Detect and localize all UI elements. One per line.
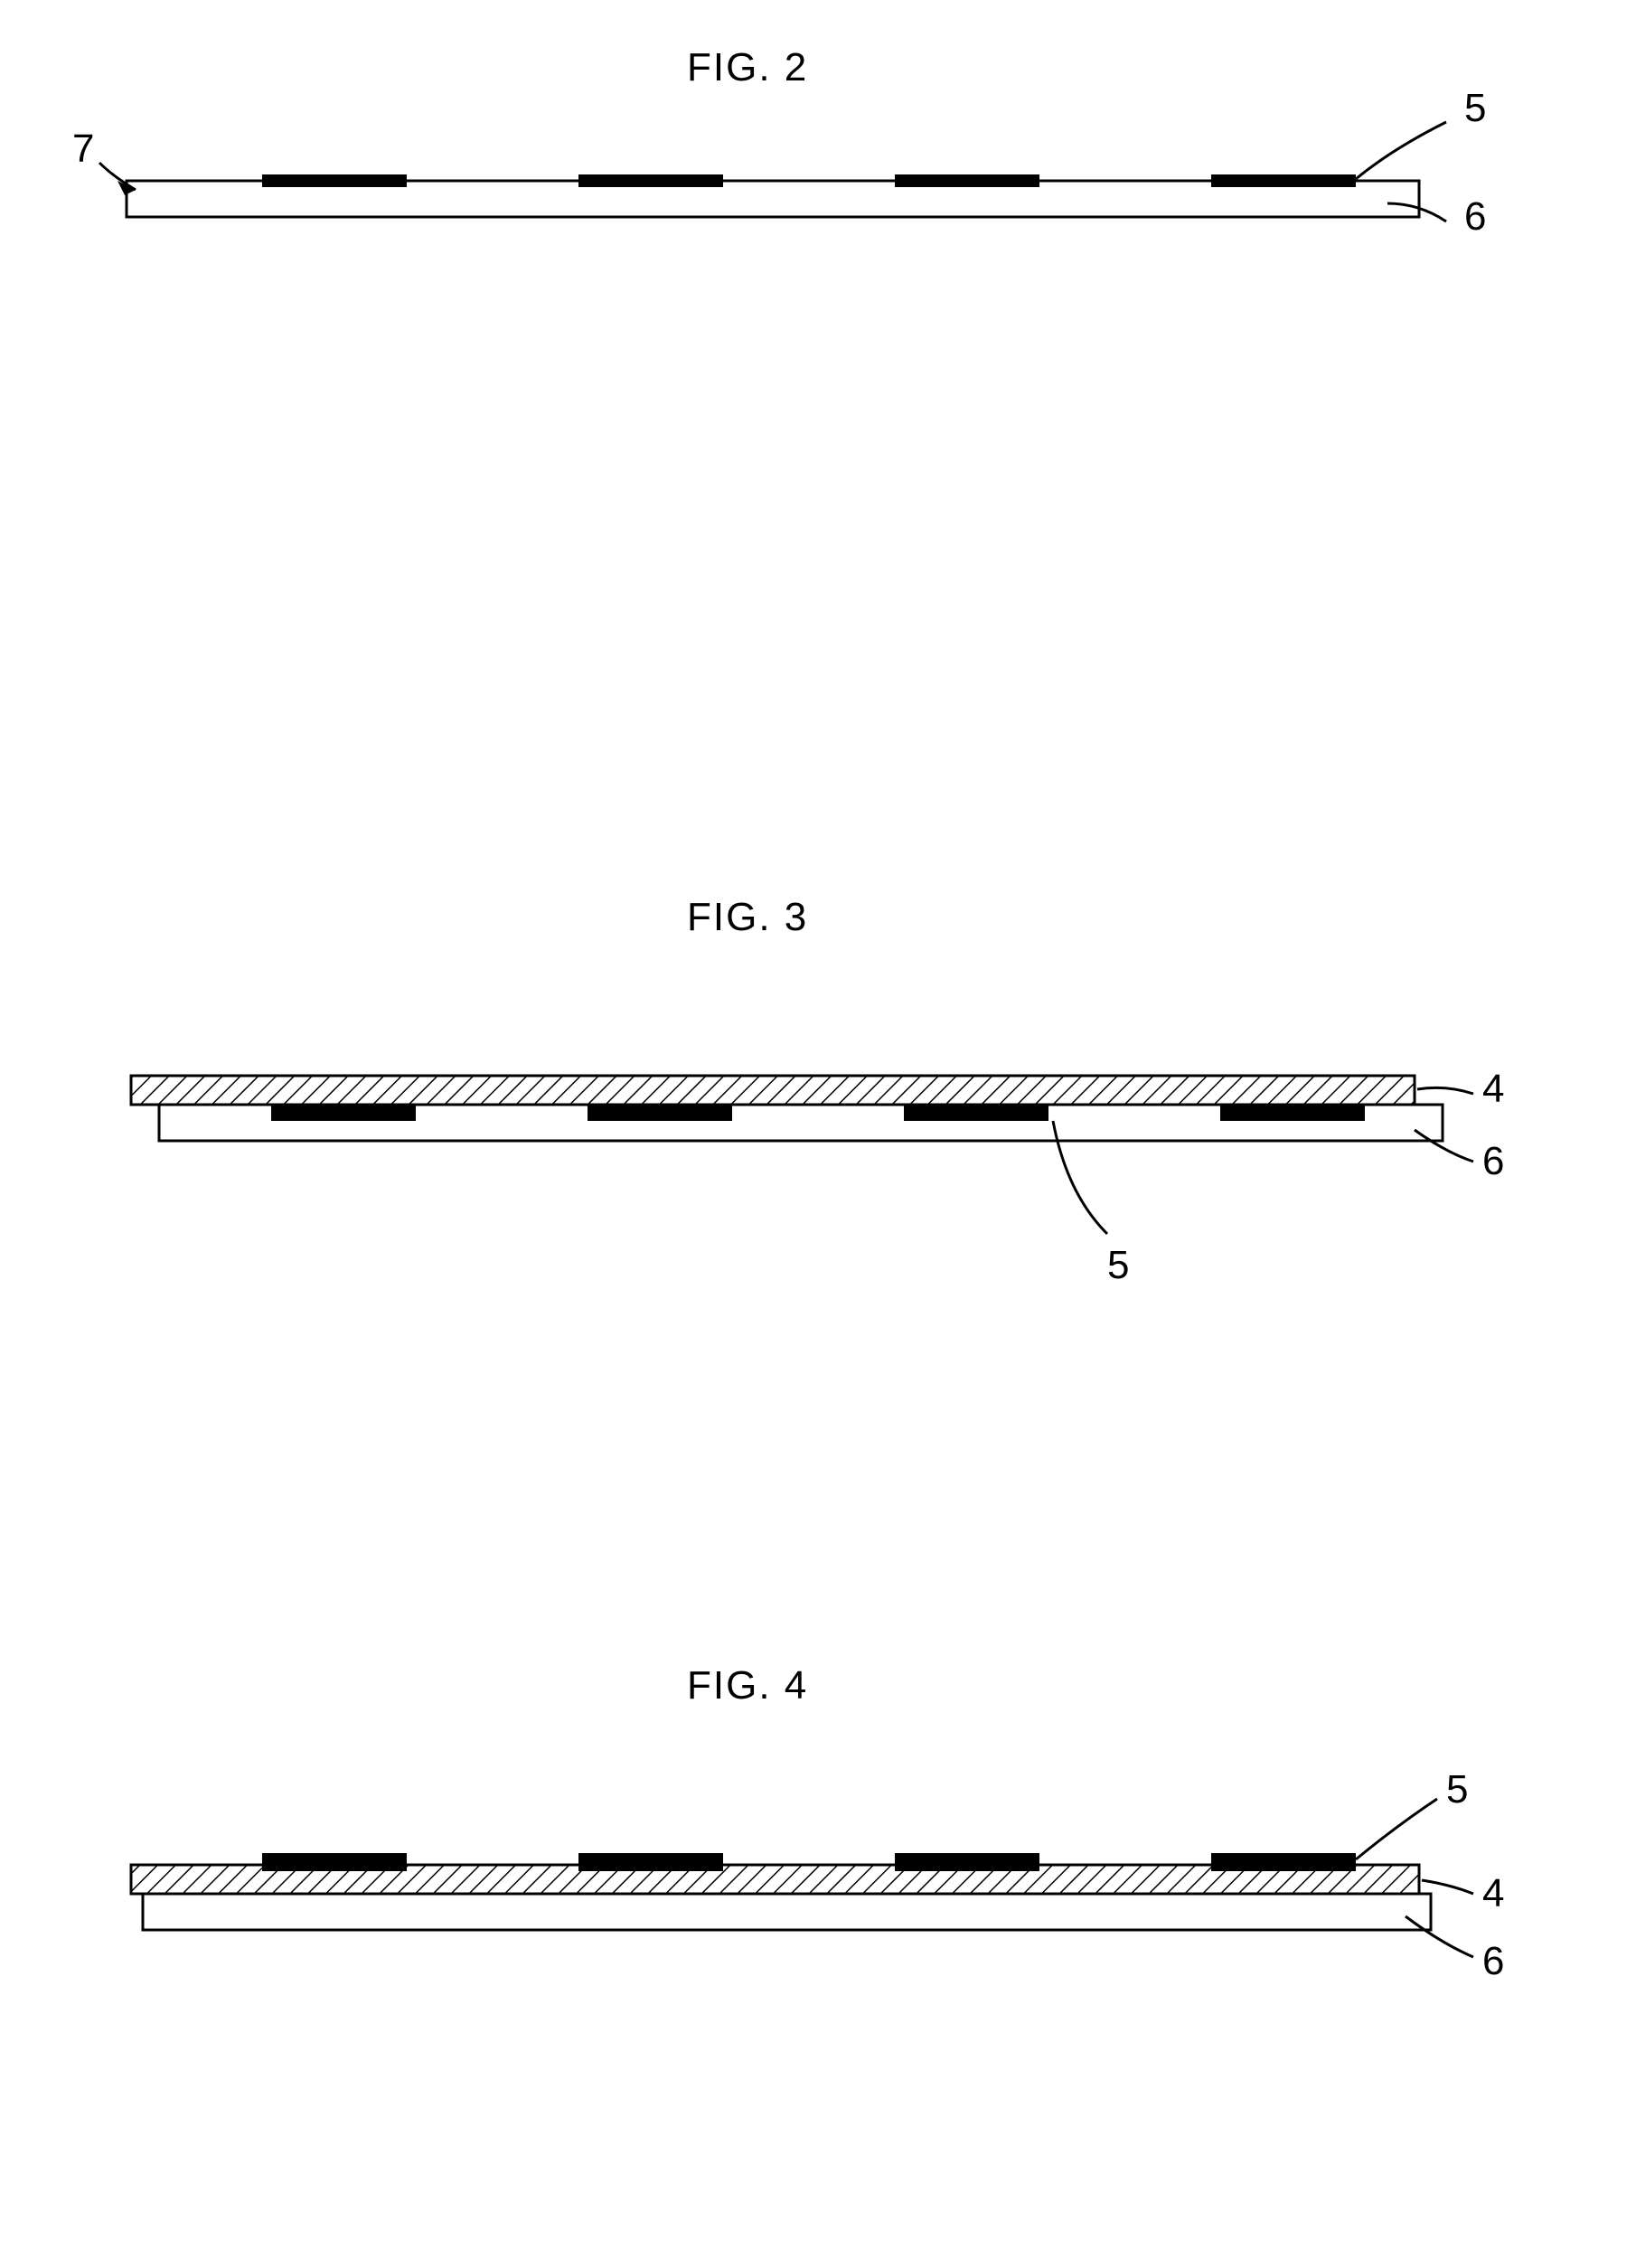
fig2-chip-2 xyxy=(578,174,723,187)
fig4-chip-3 xyxy=(895,1853,1039,1871)
fig2-chip-3 xyxy=(895,174,1039,187)
fig2-leader-5 xyxy=(1356,122,1446,179)
fig3-chip-2 xyxy=(588,1105,732,1121)
fig4-leader-6 xyxy=(1406,1916,1473,1957)
fig4-chip-4 xyxy=(1211,1853,1356,1871)
fig4-label-6: 6 xyxy=(1482,1939,1504,1984)
fig3-chip-4 xyxy=(1220,1105,1365,1121)
fig4-diagram xyxy=(0,1717,1636,2079)
fig2-chip-1 xyxy=(262,174,407,187)
fig3-label-6: 6 xyxy=(1482,1139,1504,1184)
fig2-label-7: 7 xyxy=(72,127,94,172)
fig3-label-5: 5 xyxy=(1107,1243,1129,1288)
fig3-hatched-layer-pattern xyxy=(131,1076,1415,1105)
fig2-label-6: 6 xyxy=(1464,194,1486,240)
fig3-chip-3 xyxy=(904,1105,1048,1121)
fig2-leader-7 xyxy=(99,163,136,190)
fig4-title: FIG. 4 xyxy=(687,1663,808,1708)
fig4-substrate xyxy=(143,1894,1431,1930)
fig4-label-4: 4 xyxy=(1482,1871,1504,1916)
fig4-chip-2 xyxy=(578,1853,723,1871)
fig4-chip-1 xyxy=(262,1853,407,1871)
fig3-chip-1 xyxy=(271,1105,416,1121)
fig3-diagram xyxy=(0,904,1636,1356)
fig2-diagram xyxy=(0,0,1636,362)
fig4-leader-5 xyxy=(1356,1799,1437,1859)
fig3-label-4: 4 xyxy=(1482,1067,1504,1112)
fig2-label-5: 5 xyxy=(1464,86,1486,131)
fig3-leader-4 xyxy=(1417,1087,1473,1094)
fig4-leader-4 xyxy=(1422,1880,1473,1894)
fig4-label-5: 5 xyxy=(1446,1767,1468,1812)
fig2-chip-4 xyxy=(1211,174,1356,187)
